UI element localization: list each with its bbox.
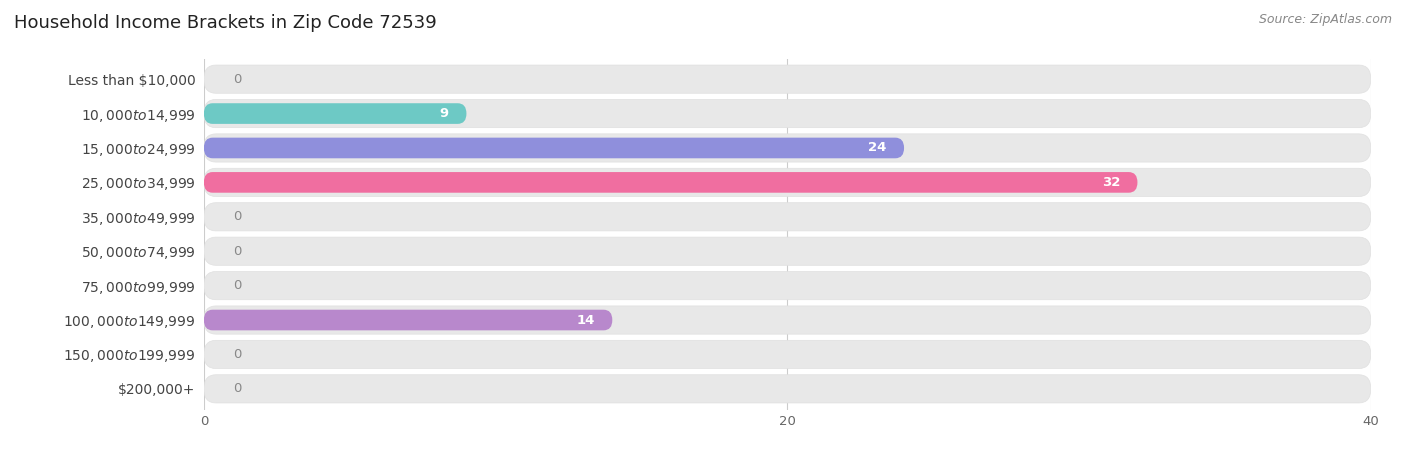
- FancyBboxPatch shape: [204, 134, 1371, 162]
- Text: Household Income Brackets in Zip Code 72539: Household Income Brackets in Zip Code 72…: [14, 14, 437, 32]
- Text: 32: 32: [1101, 176, 1121, 189]
- Text: 0: 0: [233, 382, 242, 396]
- FancyBboxPatch shape: [204, 310, 613, 330]
- Text: Source: ZipAtlas.com: Source: ZipAtlas.com: [1258, 14, 1392, 27]
- FancyBboxPatch shape: [204, 202, 1371, 231]
- Text: 9: 9: [440, 107, 449, 120]
- FancyBboxPatch shape: [204, 103, 467, 124]
- Text: 24: 24: [868, 141, 887, 154]
- FancyBboxPatch shape: [204, 340, 1371, 369]
- FancyBboxPatch shape: [204, 375, 1371, 403]
- FancyBboxPatch shape: [204, 138, 904, 158]
- Text: 0: 0: [233, 348, 242, 361]
- Text: 0: 0: [233, 279, 242, 292]
- Text: 0: 0: [233, 210, 242, 223]
- Text: 0: 0: [233, 245, 242, 258]
- Text: 0: 0: [233, 72, 242, 86]
- FancyBboxPatch shape: [204, 65, 1371, 93]
- FancyBboxPatch shape: [204, 271, 1371, 300]
- FancyBboxPatch shape: [204, 168, 1371, 197]
- Text: 14: 14: [576, 314, 595, 327]
- FancyBboxPatch shape: [204, 172, 1137, 193]
- FancyBboxPatch shape: [204, 99, 1371, 128]
- FancyBboxPatch shape: [204, 237, 1371, 266]
- FancyBboxPatch shape: [204, 306, 1371, 334]
